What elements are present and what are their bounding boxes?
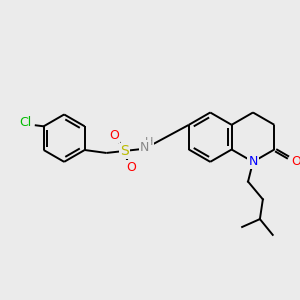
Text: O: O xyxy=(291,155,300,168)
Text: H: H xyxy=(145,137,153,147)
Text: O: O xyxy=(126,161,136,174)
Text: N: N xyxy=(140,140,150,154)
Text: N: N xyxy=(248,155,258,168)
Text: O: O xyxy=(109,129,119,142)
Text: S: S xyxy=(120,144,128,158)
Text: Cl: Cl xyxy=(19,116,31,129)
